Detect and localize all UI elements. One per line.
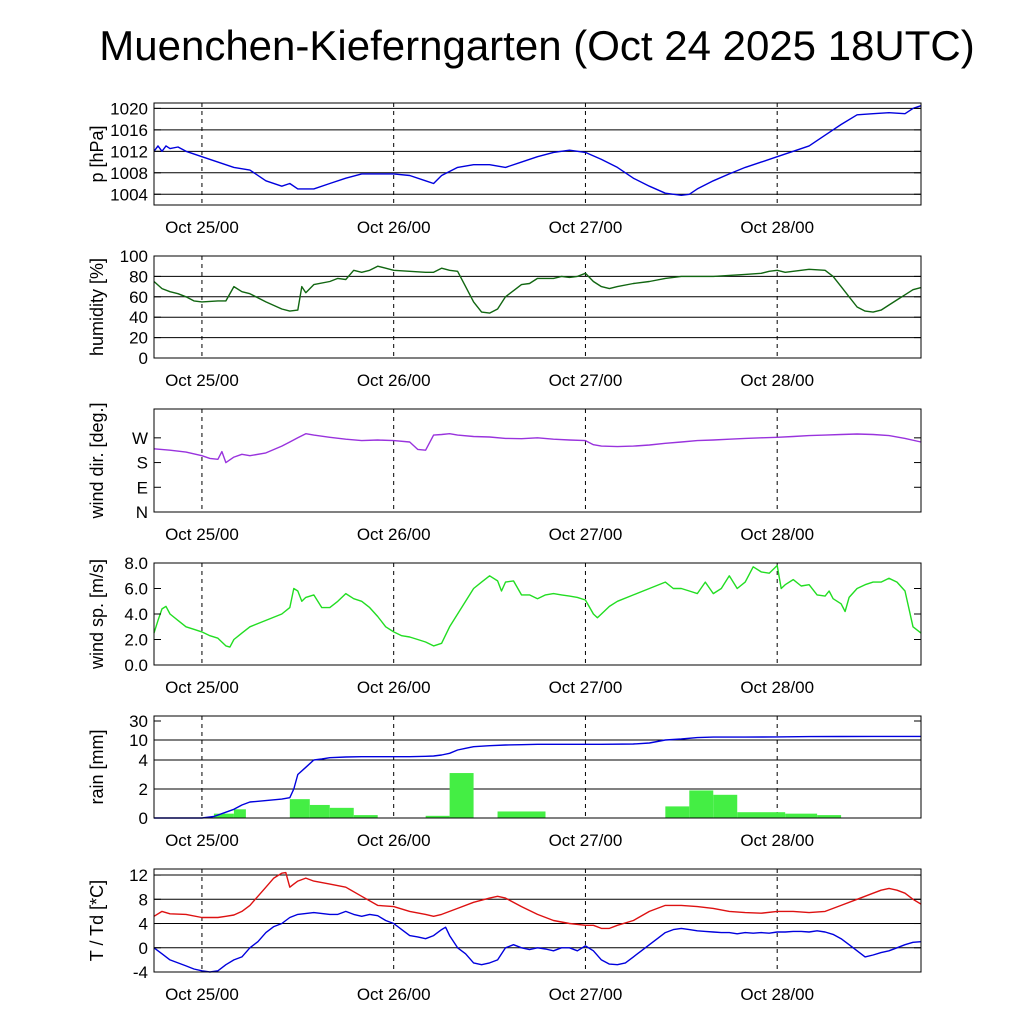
y-tick-label: 1016	[110, 121, 148, 140]
y-tick-label: S	[137, 454, 148, 473]
pressure-series-line	[153, 105, 922, 196]
y-tick-label: 0	[139, 939, 148, 958]
y-tick-label: 8	[139, 890, 148, 909]
x-tick-label: Oct 28/00	[740, 525, 814, 544]
y-tick-label: 1008	[110, 164, 148, 183]
rain-bar	[449, 773, 474, 818]
temperature-series-line	[153, 871, 922, 930]
x-tick-label: Oct 28/00	[740, 371, 814, 390]
y-tick-label: 1012	[110, 142, 148, 161]
rain-bar	[817, 815, 842, 818]
rain-bar	[785, 813, 818, 818]
rain-bar	[713, 794, 738, 818]
y-tick-label: 10	[129, 731, 148, 750]
y-tick-label: N	[136, 503, 148, 522]
x-tick-label: Oct 27/00	[549, 371, 623, 390]
humidity-series-line	[153, 265, 922, 314]
panel-pressure: 1004 1008 1012 1016 1020 Oct 25/00 Oct 26/00 Oc…	[87, 99, 922, 237]
y-tick-label: 100	[120, 247, 148, 266]
x-tick-label: Oct 26/00	[357, 525, 431, 544]
x-tick-label: Oct 27/00	[549, 218, 623, 237]
wind-direction-series-line	[153, 433, 922, 464]
y-tick-label: 2.0	[124, 631, 148, 650]
y-tick-label: 30	[129, 712, 148, 731]
x-tick-label: Oct 25/00	[165, 678, 239, 697]
y-tick-label: 4.0	[124, 605, 148, 624]
rain-bar	[233, 809, 246, 818]
plot-frame	[153, 868, 922, 973]
rain-bar	[289, 799, 310, 818]
plot-frame	[153, 408, 922, 513]
x-tick-label: Oct 26/00	[357, 678, 431, 697]
chart-title: Muenchen-Kieferngarten (Oct 24 2025 18UT…	[99, 22, 975, 69]
x-tick-label: Oct 27/00	[549, 525, 623, 544]
rain-bar	[309, 804, 330, 818]
x-tick-label: Oct 25/00	[165, 985, 239, 1004]
x-tick-label: Oct 25/00	[165, 831, 239, 850]
plot-frame	[153, 102, 922, 206]
rain-bar	[497, 811, 546, 818]
y-tick-label: 1004	[110, 185, 148, 204]
y-tick-label: W	[132, 429, 148, 448]
y-tick-label: 80	[129, 267, 148, 286]
x-tick-label: Oct 28/00	[740, 218, 814, 237]
y-tick-label: 6.0	[124, 580, 148, 599]
rain-bar	[425, 815, 450, 818]
y-tick-label: E	[137, 478, 148, 497]
rain-bar	[329, 807, 354, 818]
rain-bar	[213, 813, 234, 818]
y-tick-label: 4	[139, 751, 148, 770]
y-axis-label: T / Td [*C]	[87, 880, 107, 961]
x-tick-label: Oct 25/00	[165, 371, 239, 390]
x-tick-label: Oct 26/00	[357, 218, 431, 237]
x-tick-label: Oct 27/00	[549, 678, 623, 697]
rain-bar	[689, 790, 714, 818]
plot-frame	[153, 255, 922, 359]
rain-bar	[737, 812, 786, 818]
wind-speed-series-line	[153, 564, 922, 648]
x-tick-label: Oct 26/00	[357, 831, 431, 850]
y-tick-label: 40	[129, 308, 148, 327]
x-tick-label: Oct 26/00	[357, 371, 431, 390]
y-axis-label: p [hPa]	[87, 125, 107, 182]
y-tick-label: 0	[139, 809, 148, 828]
x-tick-label: Oct 28/00	[740, 678, 814, 697]
rain-bar	[665, 806, 690, 818]
x-tick-label: Oct 28/00	[740, 831, 814, 850]
x-tick-label: Oct 26/00	[357, 985, 431, 1004]
x-tick-label: Oct 27/00	[549, 985, 623, 1004]
x-tick-label: Oct 28/00	[740, 985, 814, 1004]
panel-wind-speed: 0.0 2.0 4.0 6.0 8.0 Oct 25/00 Oct 26/00 Oct 27/…	[87, 554, 922, 697]
y-tick-label: 8.0	[124, 554, 148, 573]
rain-bar	[353, 815, 378, 818]
panel-temperature: -4 0 4 8 12 Oct 25/00 Oct 26/00 Oct 27/00 Oct 28…	[87, 866, 922, 1004]
y-axis-label: rain [mm]	[87, 729, 107, 804]
x-tick-label: Oct 27/00	[549, 831, 623, 850]
y-tick-label: 60	[129, 288, 148, 307]
y-tick-label: 0	[139, 349, 148, 368]
y-tick-label: 4	[139, 915, 148, 934]
y-tick-label: 20	[129, 329, 148, 348]
y-tick-label: -4	[133, 963, 148, 982]
x-tick-label: Oct 25/00	[165, 525, 239, 544]
x-tick-label: Oct 25/00	[165, 218, 239, 237]
y-tick-label: 2	[139, 780, 148, 799]
rain-series-line	[154, 735, 921, 819]
y-axis-label: wind dir. [deg.]	[87, 402, 107, 519]
y-axis-label: wind sp. [m/s]	[87, 559, 107, 670]
y-axis-label: humidity [%]	[87, 258, 107, 356]
plot-frame	[153, 562, 922, 666]
y-tick-label: 0.0	[124, 656, 148, 675]
plot-frame	[153, 715, 922, 819]
y-tick-label: 1020	[110, 99, 148, 118]
temperature-series-line	[153, 910, 922, 973]
y-tick-label: 12	[129, 866, 148, 885]
